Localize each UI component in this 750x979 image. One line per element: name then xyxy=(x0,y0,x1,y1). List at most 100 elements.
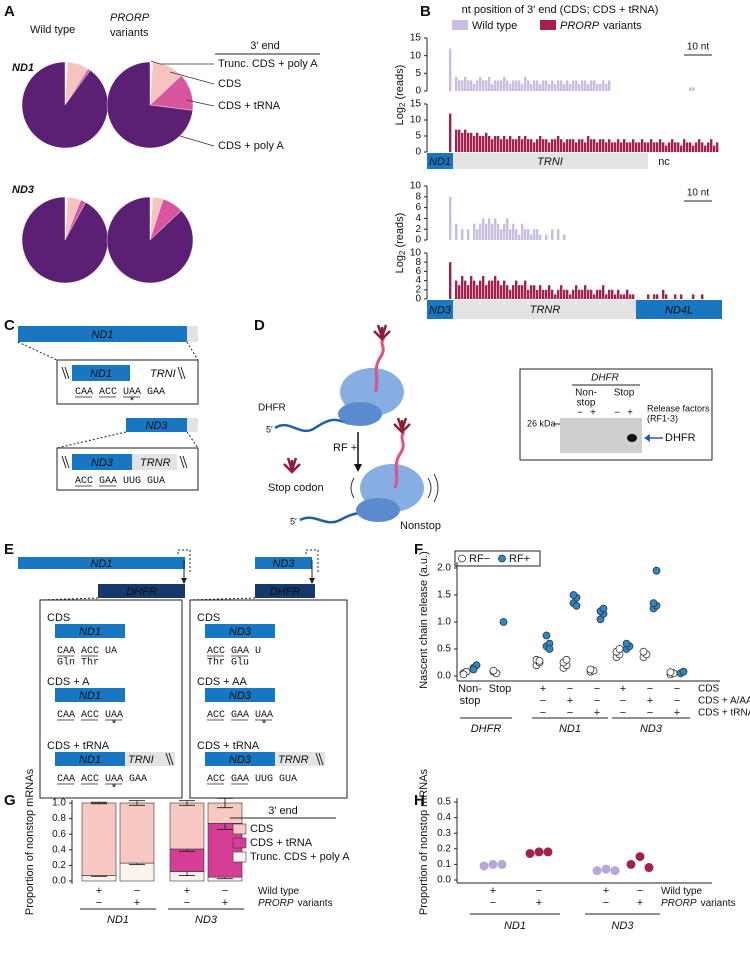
bar xyxy=(635,142,638,152)
gene-block xyxy=(72,365,130,381)
gene-label: ND3 xyxy=(229,754,252,766)
gene-block xyxy=(427,300,453,319)
sign: + xyxy=(637,897,643,909)
bar xyxy=(515,80,518,91)
bar xyxy=(476,132,479,152)
bar xyxy=(566,80,569,91)
variant-label: CDS xyxy=(197,612,220,624)
y-tick-label: 15 xyxy=(410,99,422,110)
y-tick-label: 8 xyxy=(415,257,421,268)
dot xyxy=(652,566,661,575)
ribosome-small xyxy=(338,402,382,426)
sequence: ACC GAA U xyxy=(207,646,261,657)
bar xyxy=(485,223,488,240)
stop-mark: * xyxy=(112,718,117,730)
bar xyxy=(455,76,458,91)
panel-label: A xyxy=(4,3,15,20)
group-label: ND1 xyxy=(107,914,129,926)
bar xyxy=(620,142,623,152)
bracket xyxy=(305,549,319,574)
gene-label: ND1 xyxy=(79,754,101,766)
inset-box xyxy=(56,359,199,405)
legend-swatch xyxy=(452,20,468,30)
gene-label: ND1 xyxy=(429,156,451,168)
dot xyxy=(572,601,581,610)
sign: + xyxy=(590,408,596,419)
x-tick-label: stop xyxy=(460,695,481,707)
bar xyxy=(605,83,608,91)
y-tick-label: 1.5 xyxy=(437,590,451,601)
y-axis-label-part: (reads) xyxy=(394,213,406,248)
gene-block xyxy=(132,454,177,470)
sign: + xyxy=(647,695,653,707)
break-mark xyxy=(177,366,183,380)
bar xyxy=(641,139,644,152)
gene-block xyxy=(126,418,187,432)
bar xyxy=(572,139,575,152)
stop-codon-label: Stop codon xyxy=(268,482,324,494)
inset-box xyxy=(39,599,183,799)
bar xyxy=(461,229,464,240)
y-axis-label: Log2 (reads) xyxy=(394,65,407,126)
legend-box xyxy=(454,550,541,567)
bar xyxy=(539,285,542,299)
sign: − xyxy=(536,885,542,897)
leader-line xyxy=(169,71,215,85)
gene-block xyxy=(453,153,648,169)
bar xyxy=(590,289,593,299)
group-label: ND1 xyxy=(504,920,526,932)
bar xyxy=(680,294,683,299)
bar xyxy=(530,285,533,299)
error-bar xyxy=(129,800,145,806)
bar xyxy=(575,142,578,152)
bar xyxy=(596,289,599,299)
sign: + xyxy=(222,897,228,909)
bar xyxy=(578,139,581,152)
legend-label: CDS xyxy=(250,823,273,835)
translation: Thr Glu xyxy=(207,657,249,669)
gene-block xyxy=(453,300,636,319)
break-mark xyxy=(64,455,70,469)
bar xyxy=(665,145,668,152)
bar xyxy=(587,136,590,152)
leader-line xyxy=(179,135,215,147)
gel-band xyxy=(627,434,637,442)
row-label-part: variants xyxy=(701,898,736,909)
bar xyxy=(575,80,578,91)
bar xyxy=(479,136,482,152)
bar xyxy=(449,48,452,91)
sign: − xyxy=(184,897,190,909)
group-label: ND1 xyxy=(559,723,581,735)
y-tick-label: 10 xyxy=(410,248,422,259)
bar xyxy=(449,196,452,240)
bar xyxy=(554,83,557,91)
bar xyxy=(503,136,506,152)
bar xyxy=(539,83,542,91)
bar xyxy=(647,142,650,152)
y-tick-label: 0 xyxy=(415,235,421,246)
dot xyxy=(626,859,636,869)
lane-label: stop xyxy=(577,398,596,409)
sign: + xyxy=(674,707,680,719)
bar xyxy=(584,285,587,299)
leader-line xyxy=(185,99,215,107)
bar xyxy=(560,80,563,91)
arrowhead xyxy=(181,578,187,584)
bar xyxy=(539,136,542,152)
codon: ACC xyxy=(99,387,117,398)
codon: CAA xyxy=(75,387,93,398)
sign: − xyxy=(594,695,600,707)
panel-label: B xyxy=(420,3,431,20)
bar xyxy=(545,289,548,299)
bar xyxy=(602,285,605,299)
bar xyxy=(491,280,494,299)
marker-label: 26 kDa xyxy=(527,418,556,428)
y-tick-label: 0.5 xyxy=(437,797,451,808)
bar xyxy=(668,142,671,152)
legend-title: 3′ end xyxy=(250,40,280,52)
column-header: PRORP xyxy=(110,12,150,24)
dot xyxy=(592,866,602,876)
protein xyxy=(393,417,411,434)
bar xyxy=(473,223,476,240)
variant-label: CDS + tRNA xyxy=(197,740,260,752)
